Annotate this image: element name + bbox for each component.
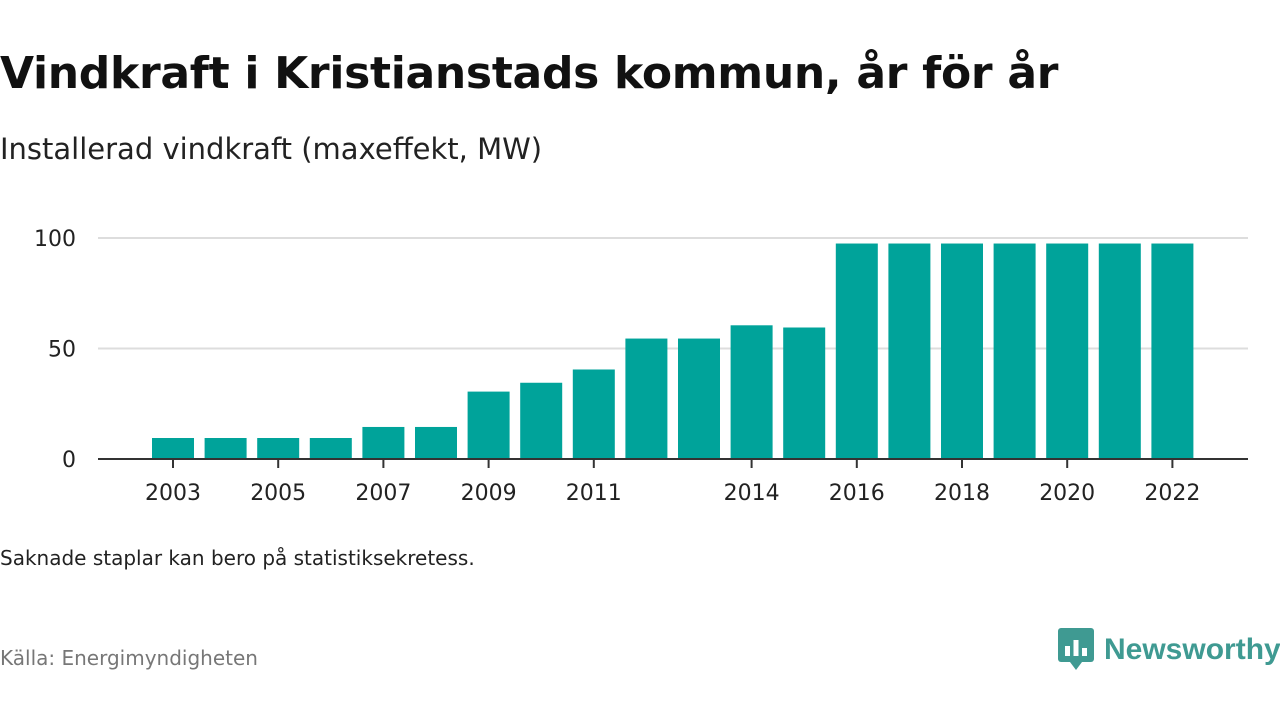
bar-2006 [309,438,352,459]
brand-name: Newsworthy [1104,633,1280,666]
bar-2016 [835,243,878,459]
newsworthy-logo-icon [1058,628,1094,670]
y-axis-labels: 0 50 100 [34,227,76,473]
chart-title: Vindkraft i Kristianstads kommun, år för… [0,48,1059,99]
x-tick-label: 2016 [829,481,885,506]
x-tick-label: 2020 [1039,481,1095,506]
x-tick-label: 2014 [724,481,780,506]
x-tick-label: 2022 [1144,481,1200,506]
x-tick-label: 2009 [461,481,517,506]
bar-2020 [1046,243,1089,459]
bar-2022 [1151,243,1194,459]
bar-2003 [152,438,194,459]
x-tick-label: 2007 [355,481,411,506]
x-axis-labels: 2003 2005 2007 2009 2011 2014 2016 2018 2020 2022 [145,481,1200,506]
x-tick-label: 2011 [566,481,622,506]
bar-2018 [941,243,983,459]
bar-2005 [257,438,300,459]
bar-2014 [730,325,773,459]
bar-2008 [415,426,457,459]
x-tick-label: 2003 [145,481,201,506]
bar-2004 [204,438,247,459]
bar-2009 [467,391,510,459]
y-tick-label: 50 [48,338,76,363]
source-credit: Källa: Energimyndigheten [0,646,258,670]
bar-2015 [783,327,826,459]
bar-2013 [678,338,720,459]
chart-subtitle: Installerad vindkraft (maxeffekt, MW) [0,132,543,166]
bar-2019 [993,243,1036,459]
bar-2017 [888,243,931,459]
y-tick-label: 100 [34,227,76,252]
x-tick-label: 2005 [250,481,306,506]
footnote: Saknade staplar kan bero på statistiksek… [0,546,475,570]
bar-2021 [1098,243,1141,459]
bar-2007 [362,426,405,459]
x-axis [98,458,1248,468]
bar-2010 [520,382,563,459]
y-tick-label: 0 [62,448,76,473]
brand-logo: Newsworthy [1058,628,1280,672]
bar-2012 [625,338,668,459]
bar-2011 [572,369,615,459]
bars [152,243,1194,459]
x-tick-label: 2018 [934,481,990,506]
